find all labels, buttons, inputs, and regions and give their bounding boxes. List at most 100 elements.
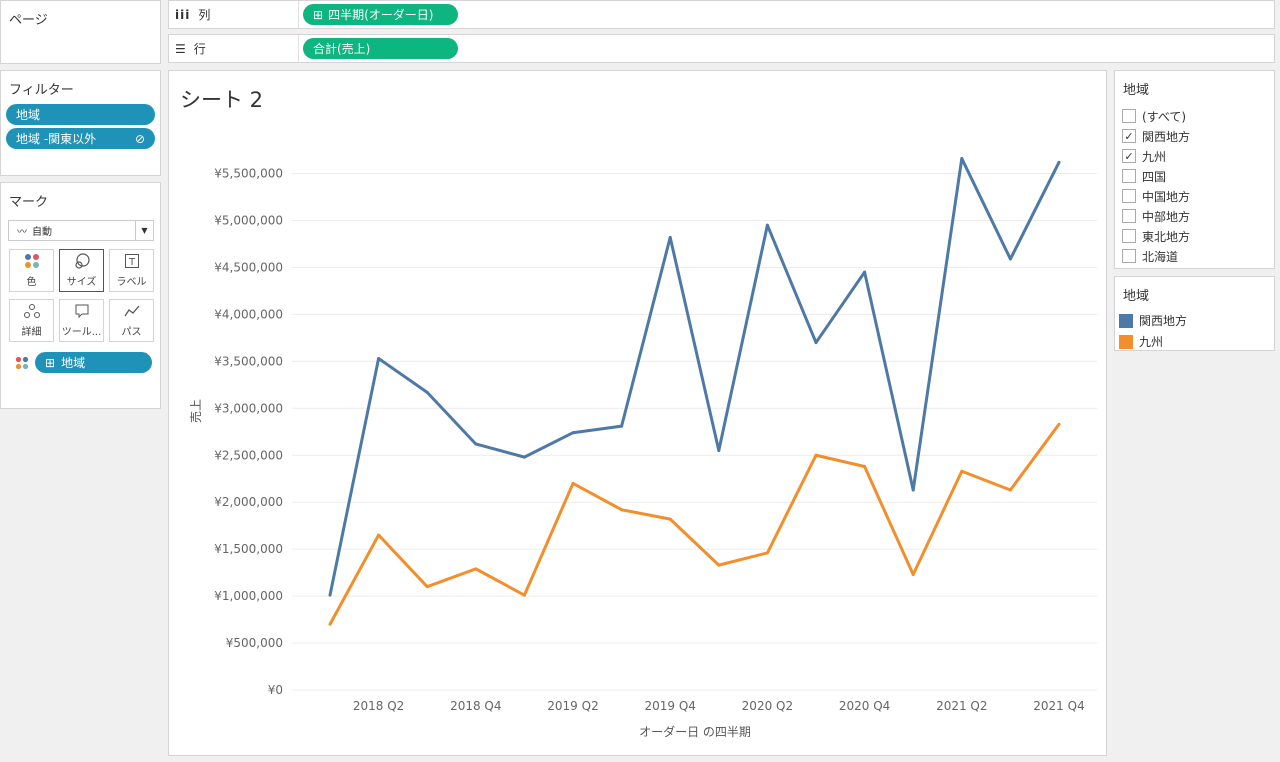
data-point[interactable]: [1008, 257, 1012, 261]
data-point[interactable]: [474, 442, 478, 446]
data-point[interactable]: [377, 357, 381, 361]
data-point[interactable]: [328, 593, 332, 597]
data-point[interactable]: [1008, 488, 1012, 492]
columns-pill-label: 四半期(オーダー日): [328, 8, 434, 22]
data-point[interactable]: [814, 453, 818, 457]
legend-swatch: [1119, 334, 1133, 349]
rows-shelf-label: ☰ 行: [169, 35, 299, 62]
worksheet: シート 2 ¥0 ¥500,000 ¥1,000,000 ¥1,500,000 ¥2,0…: [168, 70, 1107, 756]
y-tick-label: ¥3,000,000: [214, 401, 283, 415]
region-filter-option[interactable]: 中部地方: [1115, 206, 1274, 226]
checkbox-icon[interactable]: [1122, 249, 1136, 263]
region-filter-option[interactable]: ✓ 関西地方: [1115, 126, 1274, 146]
data-point[interactable]: [425, 390, 429, 394]
text-label-icon: T: [124, 254, 139, 268]
legend-item-label: 九州: [1139, 335, 1164, 349]
marks-field-pill[interactable]: ⊞ 地域: [35, 352, 152, 373]
filter-pill-region-exclude[interactable]: 地域 -関東以外 ⊘: [6, 128, 155, 149]
data-point[interactable]: [717, 449, 721, 453]
data-point[interactable]: [960, 157, 964, 161]
filters-panel: フィルター 地域 地域 -関東以外 ⊘: [0, 70, 161, 176]
rows-label-text: 行: [193, 42, 206, 56]
data-point[interactable]: [522, 455, 526, 459]
mark-type-dropdown[interactable]: 〰 自動 ▼: [8, 220, 154, 241]
data-point[interactable]: [863, 270, 867, 274]
y-tick-label: ¥1,000,000: [214, 589, 283, 603]
checkbox-icon[interactable]: [1122, 229, 1136, 243]
rows-pill[interactable]: 合計(売上): [303, 38, 458, 59]
region-filter-option-label: 中国地方: [1142, 189, 1191, 204]
mark-size-button[interactable]: サイズ: [59, 249, 104, 292]
checkbox-icon[interactable]: [1122, 189, 1136, 203]
region-filter-option[interactable]: (すべて): [1115, 106, 1274, 126]
data-point[interactable]: [717, 563, 721, 567]
y-axis-title: 売上: [188, 399, 203, 423]
legend-swatch: [1119, 313, 1133, 328]
data-point[interactable]: [911, 488, 915, 492]
marks-title: マーク: [9, 195, 49, 210]
y-tick-label: ¥1,500,000: [214, 542, 283, 556]
y-tick-label: ¥500,000: [226, 636, 283, 650]
marks-panel: マーク 〰 自動 ▼ 色 サイズ T ラベル 詳細 ツール: [0, 182, 161, 409]
data-point[interactable]: [668, 517, 672, 521]
rows-shelf: ☰ 行 合計(売上): [168, 34, 1275, 63]
y-tick-label: ¥0: [268, 683, 283, 697]
data-point[interactable]: [328, 622, 332, 626]
columns-shelf: iii 列 ⊞ 四半期(オーダー日): [168, 0, 1275, 29]
mark-color-button[interactable]: 色: [9, 249, 54, 292]
data-point[interactable]: [571, 481, 575, 485]
line-chart: ¥0 ¥500,000 ¥1,000,000 ¥1,500,000 ¥2,000,000…: [188, 157, 1097, 739]
region-filter-option-label: 四国: [1142, 169, 1167, 184]
checkbox-checked-icon[interactable]: ✓: [1122, 149, 1136, 163]
legend-item[interactable]: 関西地方: [1115, 310, 1274, 331]
path-icon: [123, 305, 139, 317]
data-point[interactable]: [377, 533, 381, 537]
mark-detail-button[interactable]: 詳細: [9, 299, 54, 342]
legend-item[interactable]: 九州: [1115, 331, 1274, 352]
x-tick-label: 2019 Q4: [644, 699, 695, 713]
region-filter-option[interactable]: 中国地方: [1115, 186, 1274, 206]
data-point[interactable]: [620, 508, 624, 512]
data-point[interactable]: [425, 585, 429, 589]
region-filter-option[interactable]: 東北地方: [1115, 226, 1274, 246]
x-tick-label: 2020 Q2: [742, 699, 793, 713]
data-point[interactable]: [814, 341, 818, 345]
data-point[interactable]: [474, 567, 478, 571]
data-point[interactable]: [960, 469, 964, 473]
data-point[interactable]: [571, 431, 575, 435]
mark-tooltip-button[interactable]: ツール...: [59, 299, 104, 342]
data-point[interactable]: [1057, 160, 1061, 164]
region-filter-option-label: 北海道: [1142, 249, 1179, 264]
checkbox-icon[interactable]: [1122, 109, 1136, 123]
data-point[interactable]: [620, 424, 624, 428]
mark-size-label: サイズ: [66, 277, 97, 288]
mark-label-button[interactable]: T ラベル: [109, 249, 154, 292]
mark-path-label: パス: [121, 327, 142, 338]
y-tick-label: ¥2,000,000: [214, 495, 283, 509]
y-tick-label: ¥4,500,000: [214, 260, 283, 274]
columns-pill[interactable]: ⊞ 四半期(オーダー日): [303, 4, 458, 25]
series-line-kansai[interactable]: [328, 157, 1061, 596]
data-point[interactable]: [863, 465, 867, 469]
x-tick-label: 2018 Q4: [450, 699, 501, 713]
region-filter-option[interactable]: 四国: [1115, 166, 1274, 186]
x-axis-title: オーダー日 の四半期: [639, 724, 751, 739]
checkbox-checked-icon[interactable]: ✓: [1122, 129, 1136, 143]
x-tick-label: 2021 Q2: [936, 699, 987, 713]
data-point[interactable]: [668, 235, 672, 239]
data-point[interactable]: [765, 551, 769, 555]
pages-shelf: ページ: [0, 0, 161, 64]
series-line-kyushu[interactable]: [328, 423, 1061, 625]
filter-pill-region[interactable]: 地域: [6, 104, 155, 125]
data-point[interactable]: [911, 573, 915, 577]
checkbox-icon[interactable]: [1122, 209, 1136, 223]
y-tick-label: ¥5,000,000: [214, 214, 283, 228]
region-filter-list: (すべて) ✓ 関西地方 ✓ 九州四国中国地方中部地方 東北地方北海道: [1115, 106, 1274, 266]
checkbox-icon[interactable]: [1122, 169, 1136, 183]
region-filter-option[interactable]: ✓ 九州: [1115, 146, 1274, 166]
data-point[interactable]: [1057, 422, 1061, 426]
data-point[interactable]: [765, 223, 769, 227]
data-point[interactable]: [522, 593, 526, 597]
mark-path-button[interactable]: パス: [109, 299, 154, 342]
region-filter-option[interactable]: 北海道: [1115, 246, 1274, 266]
